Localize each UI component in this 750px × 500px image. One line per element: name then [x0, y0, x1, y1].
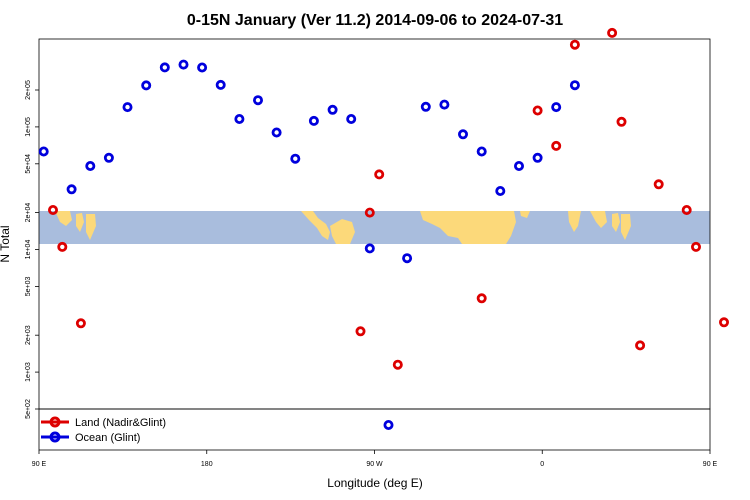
land-point-9: [551, 140, 562, 151]
land-point-5: [374, 169, 385, 180]
ocean-point-0: [38, 146, 49, 157]
land-point-0: [48, 204, 59, 215]
land-point-16: [691, 241, 702, 252]
land-philippines-west-2: [612, 213, 620, 232]
ocean-point-16: [346, 114, 357, 125]
land-point-13: [635, 340, 646, 351]
ocean-point-15: [327, 104, 338, 115]
ocean-point-10: [234, 114, 245, 125]
land-point-1: [57, 241, 68, 252]
ocean-point-14: [308, 115, 319, 126]
legend-item-ocean: Ocean (Glint): [41, 431, 140, 444]
land-southeast-asia: [55, 211, 72, 226]
ocean-point-19: [402, 253, 413, 264]
land-philippines-east-2: [621, 214, 631, 240]
land-point-2: [75, 318, 86, 329]
land-south-america: [330, 219, 355, 244]
ocean-point-21: [439, 99, 450, 110]
x-tick-label-4: 90 E: [703, 461, 718, 468]
ocean-point-4: [122, 102, 133, 113]
legend: Land (Nadir&Glint) Ocean (Glint): [41, 416, 166, 444]
x-tick-label-0: 90 E: [32, 461, 47, 468]
ocean-point-17: [364, 243, 375, 254]
ocean-point-1: [66, 184, 77, 195]
legend-label-ocean: Ocean (Glint): [75, 432, 140, 444]
ocean-point-23: [476, 146, 487, 157]
y-tick-label-3: 5e+03: [25, 276, 32, 296]
land-point-4: [364, 207, 375, 218]
ocean-point-9: [215, 79, 226, 90]
ocean-point-5: [141, 80, 152, 91]
legend-label-land: Land (Nadir&Glint): [75, 417, 166, 429]
land-point-11: [607, 27, 618, 38]
land-philippines-west: [76, 213, 84, 232]
x-axis-label: Longitude (deg E): [327, 476, 422, 490]
chart-title: 0-15N January (Ver 11.2) 2014-09-06 to 2…: [187, 12, 563, 29]
y-tick-label-1: 1e+03: [25, 362, 32, 382]
land-point-15: [681, 204, 692, 215]
ocean-point-7: [178, 59, 189, 70]
land-point-12: [616, 116, 627, 127]
land-point-6: [392, 359, 403, 370]
x-tick-label-1: 180: [201, 461, 213, 468]
land-point-8: [532, 105, 543, 116]
ocean-point-25: [514, 160, 525, 171]
x-axis: 90 E 180 90 W 0 90 E: [32, 450, 718, 468]
land-philippines-east: [86, 214, 96, 240]
y-tick-label-0: 5e+02: [25, 399, 32, 419]
y-tick-label-2: 2e+03: [25, 325, 32, 345]
ocean-point-8: [197, 62, 208, 73]
land-point-17: [719, 317, 730, 328]
ocean-point-27: [551, 102, 562, 113]
map-band: [39, 211, 710, 244]
ocean-point-26: [532, 152, 543, 163]
ocean-point-12: [271, 127, 282, 138]
legend-marker-land: [49, 416, 61, 428]
ocean-point-2: [85, 160, 96, 171]
land-africa: [420, 211, 516, 244]
ocean-point-20: [420, 101, 431, 112]
series-land: [48, 27, 730, 370]
data-series: [38, 27, 730, 430]
y-tick-label-5: 2e+04: [25, 203, 32, 223]
land-point-7: [476, 293, 487, 304]
land-point-14: [653, 179, 664, 190]
series-ocean: [38, 59, 580, 430]
ocean-point-13: [290, 153, 301, 164]
ocean-point-3: [103, 152, 114, 163]
y-tick-label-4: 1e+04: [25, 240, 32, 260]
y-axis: 5e+02 1e+03 2e+03 5e+03 1e+04 2e+04 5e+04 1e+05…: [25, 80, 39, 419]
ocean-point-6: [159, 62, 170, 73]
land-indochina: [590, 211, 607, 228]
x-tick-label-2: 90 W: [366, 461, 383, 468]
land-point-3: [355, 326, 366, 337]
x-tick-label-3: 0: [540, 461, 544, 468]
land-point-10: [569, 39, 580, 50]
land-central-america: [301, 211, 330, 240]
y-tick-label-6: 5e+04: [25, 154, 32, 174]
ocean-point-18: [383, 419, 394, 430]
y-axis-label: N Total: [0, 225, 12, 262]
land-shapes: [55, 211, 631, 244]
ocean-point-24: [495, 185, 506, 196]
ocean-point-11: [252, 95, 263, 106]
land-arabia: [520, 211, 530, 218]
y-tick-label-7: 1e+05: [25, 117, 32, 137]
land-india: [568, 211, 581, 232]
y-tick-label-8: 2e+05: [25, 80, 32, 100]
ocean-point-28: [569, 80, 580, 91]
legend-item-land: Land (Nadir&Glint): [41, 416, 166, 429]
ocean-point-22: [457, 129, 468, 140]
legend-marker-ocean: [49, 431, 61, 443]
ocean-band: [39, 211, 710, 244]
